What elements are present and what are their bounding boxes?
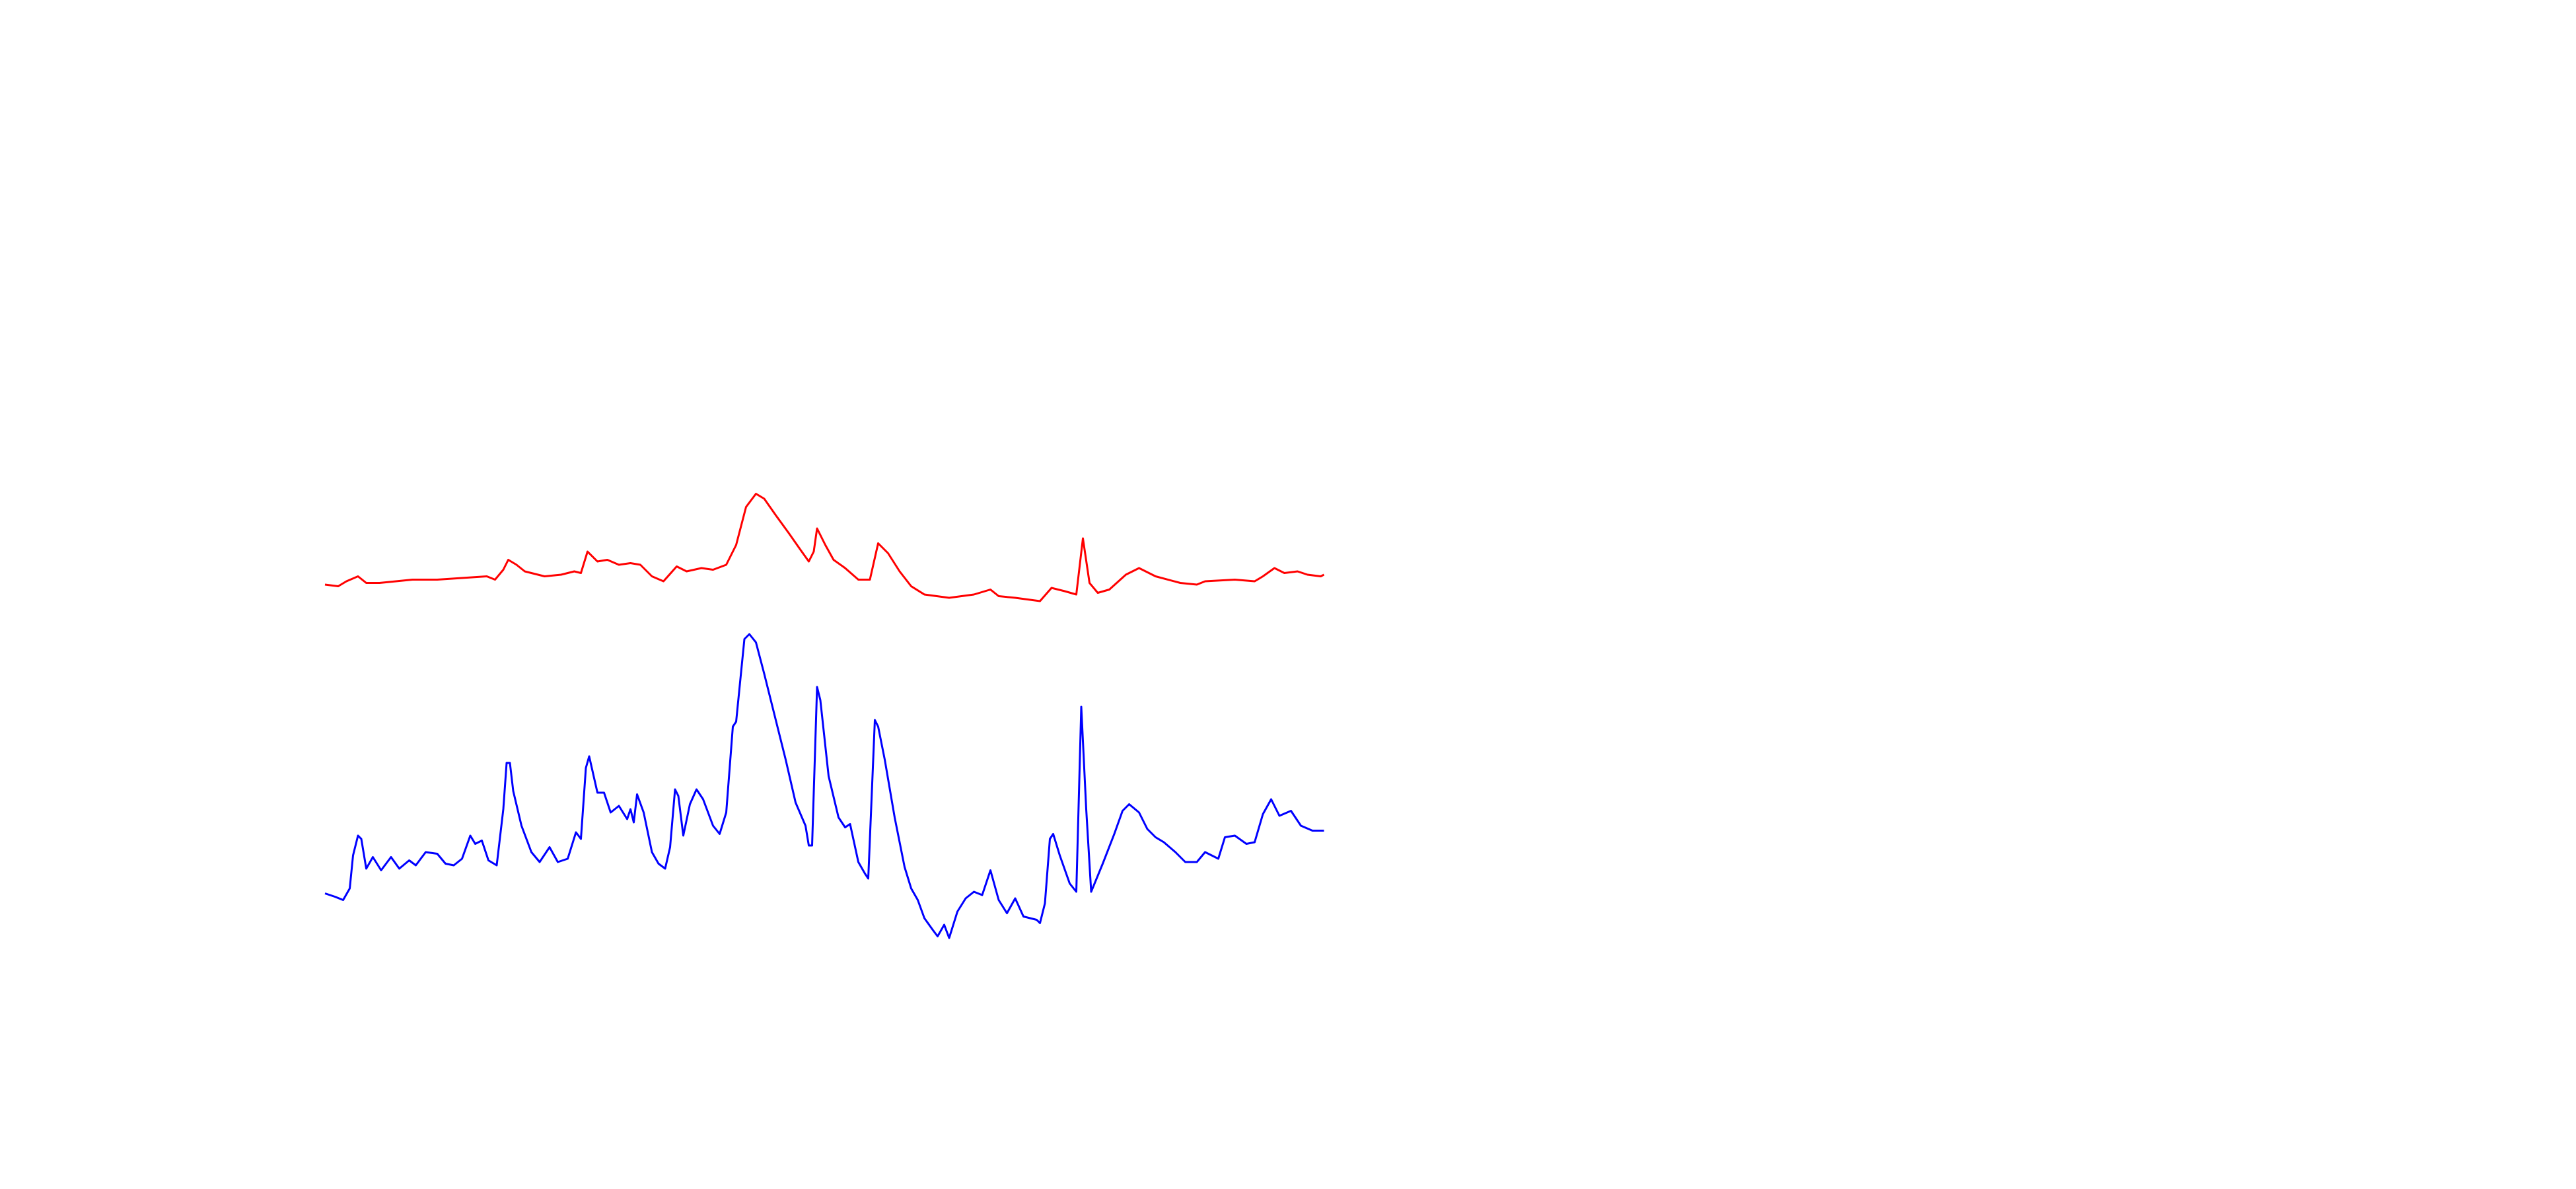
data-line [324,633,1324,939]
data-line [324,493,1325,602]
